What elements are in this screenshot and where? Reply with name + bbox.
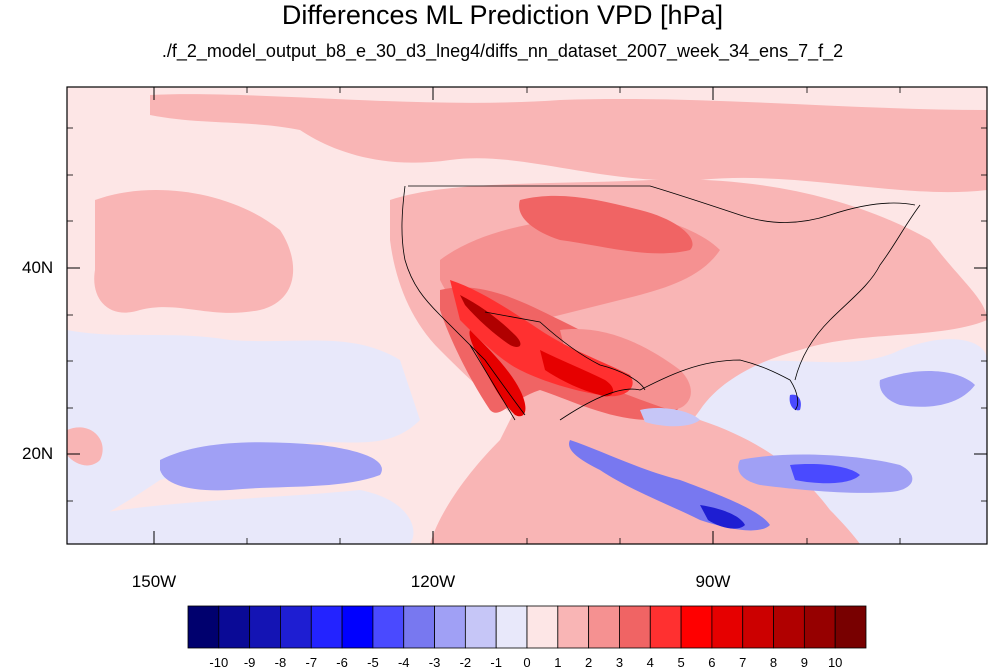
contour-pos1-canada <box>150 94 987 193</box>
colorbar-swatch <box>711 605 744 649</box>
colorbar-swatch <box>187 605 220 649</box>
coast-baja <box>469 344 516 421</box>
colorbar-tick-label: 6 <box>708 655 716 670</box>
contour-pos6-baja <box>469 330 526 417</box>
colorbar-swatch <box>464 605 497 649</box>
contour-neg2-east <box>879 370 975 407</box>
contour-pos6-sonora <box>540 350 614 397</box>
colorbar-tick-label: 5 <box>677 655 685 670</box>
colorbar-tick-label: -9 <box>243 655 256 670</box>
contour-pos3-texas <box>560 329 691 410</box>
colorbar-swatch <box>495 605 528 649</box>
lat-label-20n: 20N <box>22 444 54 463</box>
coast-east <box>794 204 921 381</box>
contour-neg3-caribbean <box>569 440 770 531</box>
border-us-canada <box>408 185 916 223</box>
lat-label-40n: 40N <box>22 258 54 277</box>
contour-neg1-gulf <box>640 408 700 427</box>
axis-ticks <box>67 87 987 544</box>
colorbar-swatch <box>803 605 836 649</box>
colorbar-tick-label: -8 <box>274 655 287 670</box>
colorbar-tick-label: -5 <box>367 655 379 670</box>
contour-neg6-central-america <box>700 505 745 529</box>
coast-gulf <box>559 359 799 421</box>
contour-pos5-desert <box>450 280 633 397</box>
colorbar-swatch <box>680 605 713 649</box>
colorbar-tick-label: -6 <box>336 655 348 670</box>
contour-pos1-hawaii <box>67 427 103 466</box>
coast-west <box>401 185 526 416</box>
colorbar <box>187 605 867 649</box>
colorbar-swatch <box>557 605 590 649</box>
colorbar-tick-label: 7 <box>739 655 747 670</box>
colorbar-swatch <box>280 605 312 649</box>
colorbar-swatch <box>218 605 251 649</box>
colorbar-swatch <box>773 605 805 649</box>
colorbar-swatch <box>341 605 374 649</box>
field-contours <box>67 94 987 544</box>
colorbar-swatch <box>249 605 281 649</box>
colorbar-tick-label: 9 <box>800 655 808 670</box>
contour-neg3-atlantic-core <box>790 464 860 484</box>
colorbar-tick-label: -10 <box>209 655 229 670</box>
colorbar-swatch <box>403 605 435 649</box>
colorbar-tick-label: 4 <box>646 655 654 670</box>
colorbar-tick-label: 1 <box>554 655 562 670</box>
coastlines <box>401 185 921 421</box>
colorbar-tick-label: 0 <box>523 655 531 670</box>
colorbar-swatch <box>588 605 620 649</box>
colorbar-tick-label: -3 <box>428 655 441 670</box>
colorbar-swatch <box>619 605 651 649</box>
contour-neg1-pacific <box>67 330 420 530</box>
contour-neg2-florida <box>789 394 801 411</box>
colorbar-tick-label: 2 <box>585 655 593 670</box>
colorbar-swatch <box>372 605 405 649</box>
lon-label-120w: 120W <box>410 572 456 591</box>
colorbar-tick-label: -2 <box>459 655 472 670</box>
contour-pos8-core <box>460 295 521 347</box>
lon-label-90w: 90W <box>695 572 731 591</box>
colorbar-swatch <box>526 605 559 649</box>
border-us-mexico <box>484 311 646 391</box>
colorbar-tick-label: -1 <box>490 655 502 670</box>
contour-neg2-pacific-south <box>160 442 382 491</box>
colorbar-swatch <box>649 605 682 649</box>
contour-pos1-north-pacific <box>94 190 294 313</box>
colorbar-tick-label: 10 <box>827 655 843 670</box>
colorbar-swatch <box>434 605 466 649</box>
colorbar-swatch <box>742 605 774 649</box>
axis-minor-ticks <box>67 87 987 544</box>
map-subtitle: ./f_2_model_output_b8_e_30_d3_lneg4/diff… <box>161 41 844 61</box>
colorbar-tick-label: -7 <box>305 655 318 670</box>
lon-label-150w: 150W <box>131 572 177 591</box>
contour-pos3-northern <box>519 195 693 254</box>
colorbar-swatch <box>834 605 867 649</box>
colorbar-tick-label: 8 <box>769 655 778 670</box>
colorbar-swatch <box>310 605 343 649</box>
map-title: Differences ML Prediction VPD [hPa] <box>281 0 724 30</box>
contour-neg1-southwest <box>67 490 414 544</box>
colorbar-tick-label: 3 <box>615 655 624 670</box>
colorbar-tick-label: -4 <box>397 655 410 670</box>
